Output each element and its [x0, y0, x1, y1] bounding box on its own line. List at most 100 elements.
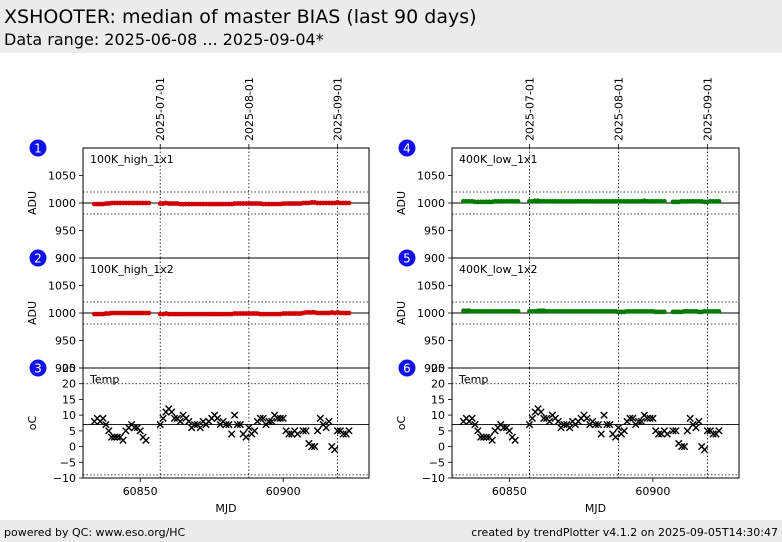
y-tick-label: 900	[55, 252, 76, 265]
temp-point-stroke	[256, 414, 265, 422]
temp-point-stroke	[545, 417, 554, 426]
temp-point	[265, 417, 273, 426]
temp-point-stroke	[285, 430, 293, 438]
temp-point	[233, 420, 242, 429]
temp-point-stroke	[471, 420, 479, 429]
bias-point	[515, 198, 521, 204]
temp-point-stroke	[468, 414, 476, 422]
x-tick-label: 60900	[266, 485, 301, 498]
x-axis-label: MJD	[585, 502, 606, 515]
temp-point	[230, 411, 239, 419]
y-axis-label: oC	[26, 415, 39, 430]
temp-point-stroke	[695, 417, 703, 426]
temp-point-stroke	[591, 420, 600, 429]
temp-point	[250, 427, 259, 435]
temp-point	[110, 433, 119, 441]
temp-point-stroke	[190, 420, 199, 429]
temp-point	[273, 414, 282, 422]
temp-point	[190, 420, 199, 429]
y-tick-label: 10	[62, 409, 76, 422]
temp-point	[672, 427, 680, 435]
panel-label: Temp	[458, 373, 488, 386]
temp-point	[276, 414, 285, 422]
temp-point-stroke	[692, 424, 700, 432]
temp-point-stroke	[339, 430, 347, 438]
temp-point	[479, 433, 488, 441]
x-axis-label: MJD	[215, 502, 236, 515]
x-tick-label: 60850	[492, 485, 527, 498]
y-tick-label: −10	[53, 472, 76, 485]
temp-point	[643, 414, 651, 422]
bias-point	[346, 200, 352, 206]
panel-badge	[29, 359, 47, 377]
temp-point-stroke	[156, 420, 164, 429]
temp-point-stroke	[302, 427, 310, 435]
temp-point-stroke	[308, 442, 316, 451]
panel-frame	[82, 367, 370, 479]
temp-point-stroke	[505, 427, 514, 435]
temp-point-stroke	[250, 427, 259, 435]
temp-point	[242, 433, 250, 441]
temp-point	[325, 417, 333, 426]
temp-point	[236, 420, 244, 429]
temp-point	[600, 411, 608, 419]
temp-point-stroke	[479, 433, 488, 441]
y-tick-label: 20	[431, 378, 445, 391]
x-tick-label: 60900	[635, 485, 670, 498]
temp-point-stroke	[643, 414, 651, 422]
temp-point	[565, 424, 574, 432]
panel-badge-number: 4	[403, 142, 411, 156]
y-tick-label: 0	[69, 441, 76, 454]
temp-point	[225, 420, 233, 429]
temp-point	[654, 430, 663, 438]
y-tick-label: 950	[424, 225, 445, 238]
temp-point-stroke	[488, 436, 496, 444]
temp-point-stroke	[600, 411, 608, 419]
temp-point-stroke	[477, 433, 485, 441]
date-tick-label: 2025-09-01	[332, 77, 345, 141]
temp-point	[299, 427, 307, 435]
temp-point-stroke	[345, 427, 353, 435]
temp-point-stroke	[474, 427, 482, 435]
temp-point-stroke	[276, 414, 285, 422]
y-tick-label: −5	[60, 456, 76, 469]
temp-point	[316, 414, 325, 422]
bias-point	[146, 200, 152, 206]
temp-point	[228, 430, 236, 438]
temp-point-stroke	[669, 427, 677, 435]
temp-point	[646, 414, 654, 422]
temp-point-stroke	[554, 417, 562, 426]
temp-point	[468, 414, 476, 422]
temp-point	[620, 427, 628, 435]
temp-point-stroke	[279, 414, 287, 422]
temp-point	[185, 417, 193, 426]
temp-point-stroke	[233, 420, 242, 429]
y-axis-label: ADU	[395, 301, 408, 325]
temp-point	[545, 417, 554, 426]
y-tick-label: 10	[431, 409, 445, 422]
temp-point	[695, 417, 703, 426]
y-tick-label: 1000	[417, 307, 445, 320]
temp-point	[310, 442, 319, 451]
temp-point-stroke	[293, 430, 302, 438]
y-tick-label: 15	[62, 393, 76, 406]
temp-point-stroke	[583, 414, 591, 422]
temp-point-stroke	[265, 417, 273, 426]
temp-point-stroke	[330, 446, 339, 454]
panel-badge	[398, 249, 416, 267]
y-tick-label: 1050	[417, 280, 445, 293]
y-tick-label: 1050	[48, 170, 76, 183]
temp-point	[176, 417, 184, 426]
temp-point	[293, 430, 302, 438]
header-bar: XSHOOTER: median of master BIAS (last 90…	[0, 0, 782, 53]
y-tick-label: 25	[431, 362, 445, 375]
temp-point	[680, 442, 689, 451]
temp-point-stroke	[119, 436, 127, 444]
panel-badge-number: 3	[34, 362, 42, 376]
temp-point	[499, 424, 508, 432]
temp-point-stroke	[683, 427, 692, 435]
temp-point	[700, 446, 709, 454]
temp-point	[159, 414, 167, 422]
temp-point	[603, 420, 611, 429]
temp-point	[345, 427, 353, 435]
